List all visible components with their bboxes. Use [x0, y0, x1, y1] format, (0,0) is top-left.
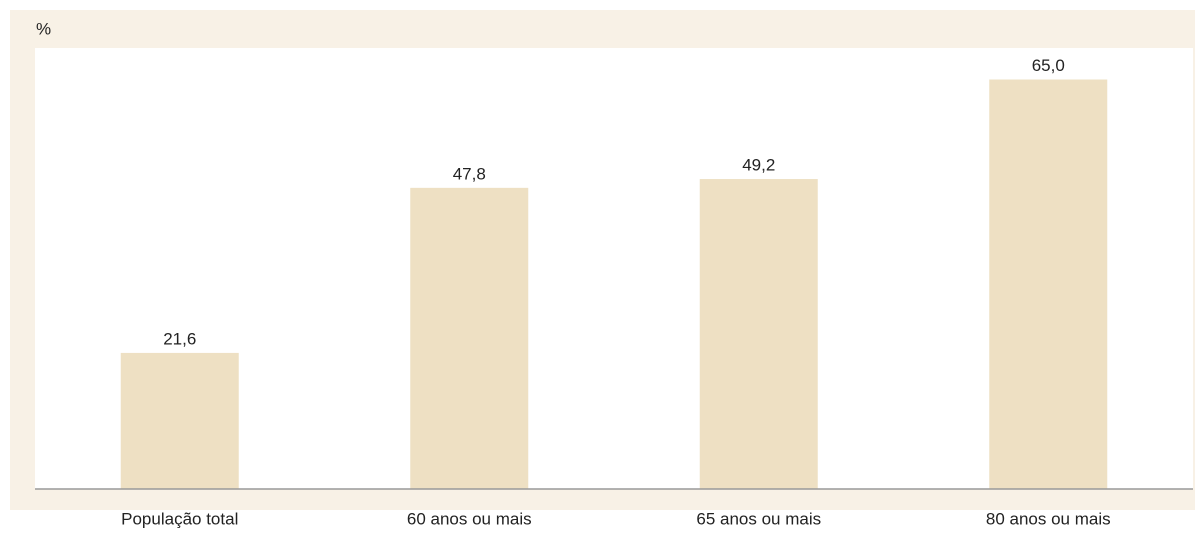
value-label: 47,8	[453, 164, 486, 183]
bar	[120, 352, 239, 489]
bar	[699, 179, 818, 490]
bar	[989, 79, 1108, 489]
x-tick-label: População total	[121, 509, 238, 528]
x-tick-label: 60 anos ou mais	[407, 509, 532, 528]
value-label: 21,6	[163, 329, 196, 348]
y-axis-label: %	[36, 19, 51, 38]
x-tick-label: 65 anos ou mais	[696, 509, 821, 528]
x-tick-label: 80 anos ou mais	[986, 509, 1111, 528]
bar	[410, 187, 529, 490]
value-label: 65,0	[1032, 56, 1065, 75]
value-label: 49,2	[742, 156, 775, 175]
